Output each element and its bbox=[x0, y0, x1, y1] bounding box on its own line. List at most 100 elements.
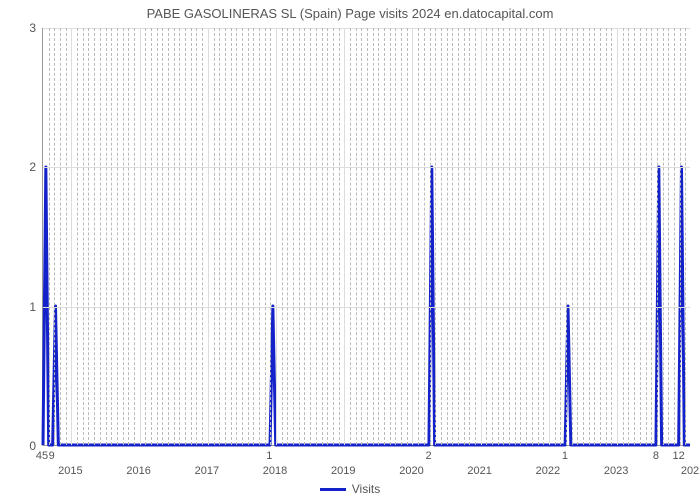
x-year-label: 2023 bbox=[604, 465, 628, 477]
x-minor-gridline bbox=[339, 28, 340, 445]
x-minor-gridline bbox=[503, 28, 504, 445]
x-minor-gridline bbox=[191, 28, 192, 445]
x-minor-gridline bbox=[555, 28, 556, 445]
y-tick-label: 0 bbox=[22, 439, 36, 453]
x-minor-gridline bbox=[350, 28, 351, 445]
x-minor-gridline bbox=[486, 28, 487, 445]
x-year-label: 2016 bbox=[126, 465, 150, 477]
x-minor-gridline bbox=[566, 28, 567, 445]
x-minor-gridline bbox=[214, 28, 215, 445]
x-minor-gridline bbox=[287, 28, 288, 445]
x-minor-gridline bbox=[322, 28, 323, 445]
x-minor-gridline bbox=[646, 28, 647, 445]
x-year-label: 2018 bbox=[263, 465, 287, 477]
x-minor-gridline bbox=[424, 28, 425, 445]
data-point-label: 2 bbox=[425, 450, 431, 462]
x-minor-gridline bbox=[430, 28, 431, 445]
x-minor-gridline bbox=[378, 28, 379, 445]
x-year-gridline bbox=[481, 28, 482, 445]
x-minor-gridline bbox=[583, 28, 584, 445]
x-minor-gridline bbox=[668, 28, 669, 445]
x-minor-gridline bbox=[356, 28, 357, 445]
visits-chart: PABE GASOLINERAS SL (Spain) Page visits … bbox=[0, 0, 700, 500]
x-minor-gridline bbox=[594, 28, 595, 445]
data-point-label: 8 bbox=[653, 450, 659, 462]
x-minor-gridline bbox=[498, 28, 499, 445]
x-minor-gridline bbox=[390, 28, 391, 445]
x-minor-gridline bbox=[83, 28, 84, 445]
legend-swatch bbox=[320, 488, 346, 491]
x-minor-gridline bbox=[520, 28, 521, 445]
data-point-label: 1 bbox=[562, 450, 568, 462]
x-year-label: 2022 bbox=[536, 465, 560, 477]
x-minor-gridline bbox=[560, 28, 561, 445]
x-minor-gridline bbox=[515, 28, 516, 445]
x-minor-gridline bbox=[367, 28, 368, 445]
x-minor-gridline bbox=[628, 28, 629, 445]
x-minor-gridline bbox=[117, 28, 118, 445]
x-minor-gridline bbox=[447, 28, 448, 445]
x-minor-gridline bbox=[270, 28, 271, 445]
x-minor-gridline bbox=[623, 28, 624, 445]
x-minor-gridline bbox=[634, 28, 635, 445]
x-year-label: 2015 bbox=[58, 465, 82, 477]
x-year-gridline bbox=[617, 28, 618, 445]
x-year-label: 2017 bbox=[195, 465, 219, 477]
x-minor-gridline bbox=[185, 28, 186, 445]
x-minor-gridline bbox=[663, 28, 664, 445]
x-year-gridline bbox=[549, 28, 550, 445]
x-minor-gridline bbox=[373, 28, 374, 445]
x-minor-gridline bbox=[316, 28, 317, 445]
x-minor-gridline bbox=[304, 28, 305, 445]
x-minor-gridline bbox=[231, 28, 232, 445]
x-year-gridline bbox=[276, 28, 277, 445]
x-minor-gridline bbox=[543, 28, 544, 445]
x-minor-gridline bbox=[361, 28, 362, 445]
x-year-label: 2021 bbox=[467, 465, 491, 477]
chart-legend: Visits bbox=[0, 482, 700, 496]
x-minor-gridline bbox=[196, 28, 197, 445]
x-minor-gridline bbox=[88, 28, 89, 445]
x-minor-gridline bbox=[310, 28, 311, 445]
x-minor-gridline bbox=[606, 28, 607, 445]
x-minor-gridline bbox=[333, 28, 334, 445]
chart-title: PABE GASOLINERAS SL (Spain) Page visits … bbox=[0, 0, 700, 21]
x-minor-gridline bbox=[145, 28, 146, 445]
y-tick-label: 2 bbox=[22, 160, 36, 174]
x-minor-gridline bbox=[611, 28, 612, 445]
x-minor-gridline bbox=[475, 28, 476, 445]
x-minor-gridline bbox=[384, 28, 385, 445]
x-minor-gridline bbox=[77, 28, 78, 445]
x-minor-gridline bbox=[458, 28, 459, 445]
x-minor-gridline bbox=[395, 28, 396, 445]
x-minor-gridline bbox=[259, 28, 260, 445]
x-minor-gridline bbox=[492, 28, 493, 445]
x-year-gridline bbox=[208, 28, 209, 445]
x-minor-gridline bbox=[66, 28, 67, 445]
x-minor-gridline bbox=[572, 28, 573, 445]
x-minor-gridline bbox=[151, 28, 152, 445]
x-year-gridline bbox=[344, 28, 345, 445]
x-minor-gridline bbox=[134, 28, 135, 445]
x-minor-gridline bbox=[106, 28, 107, 445]
x-minor-gridline bbox=[640, 28, 641, 445]
x-minor-gridline bbox=[657, 28, 658, 445]
x-minor-gridline bbox=[532, 28, 533, 445]
x-minor-gridline bbox=[435, 28, 436, 445]
x-minor-gridline bbox=[236, 28, 237, 445]
x-minor-gridline bbox=[54, 28, 55, 445]
x-year-label: 202 bbox=[681, 465, 699, 477]
x-minor-gridline bbox=[577, 28, 578, 445]
x-minor-gridline bbox=[600, 28, 601, 445]
data-point-label: 1 bbox=[266, 450, 272, 462]
x-minor-gridline bbox=[225, 28, 226, 445]
x-minor-gridline bbox=[179, 28, 180, 445]
x-minor-gridline bbox=[407, 28, 408, 445]
x-minor-gridline bbox=[248, 28, 249, 445]
x-minor-gridline bbox=[418, 28, 419, 445]
x-minor-gridline bbox=[685, 28, 686, 445]
x-minor-gridline bbox=[128, 28, 129, 445]
x-minor-gridline bbox=[441, 28, 442, 445]
x-minor-gridline bbox=[162, 28, 163, 445]
x-minor-gridline bbox=[509, 28, 510, 445]
